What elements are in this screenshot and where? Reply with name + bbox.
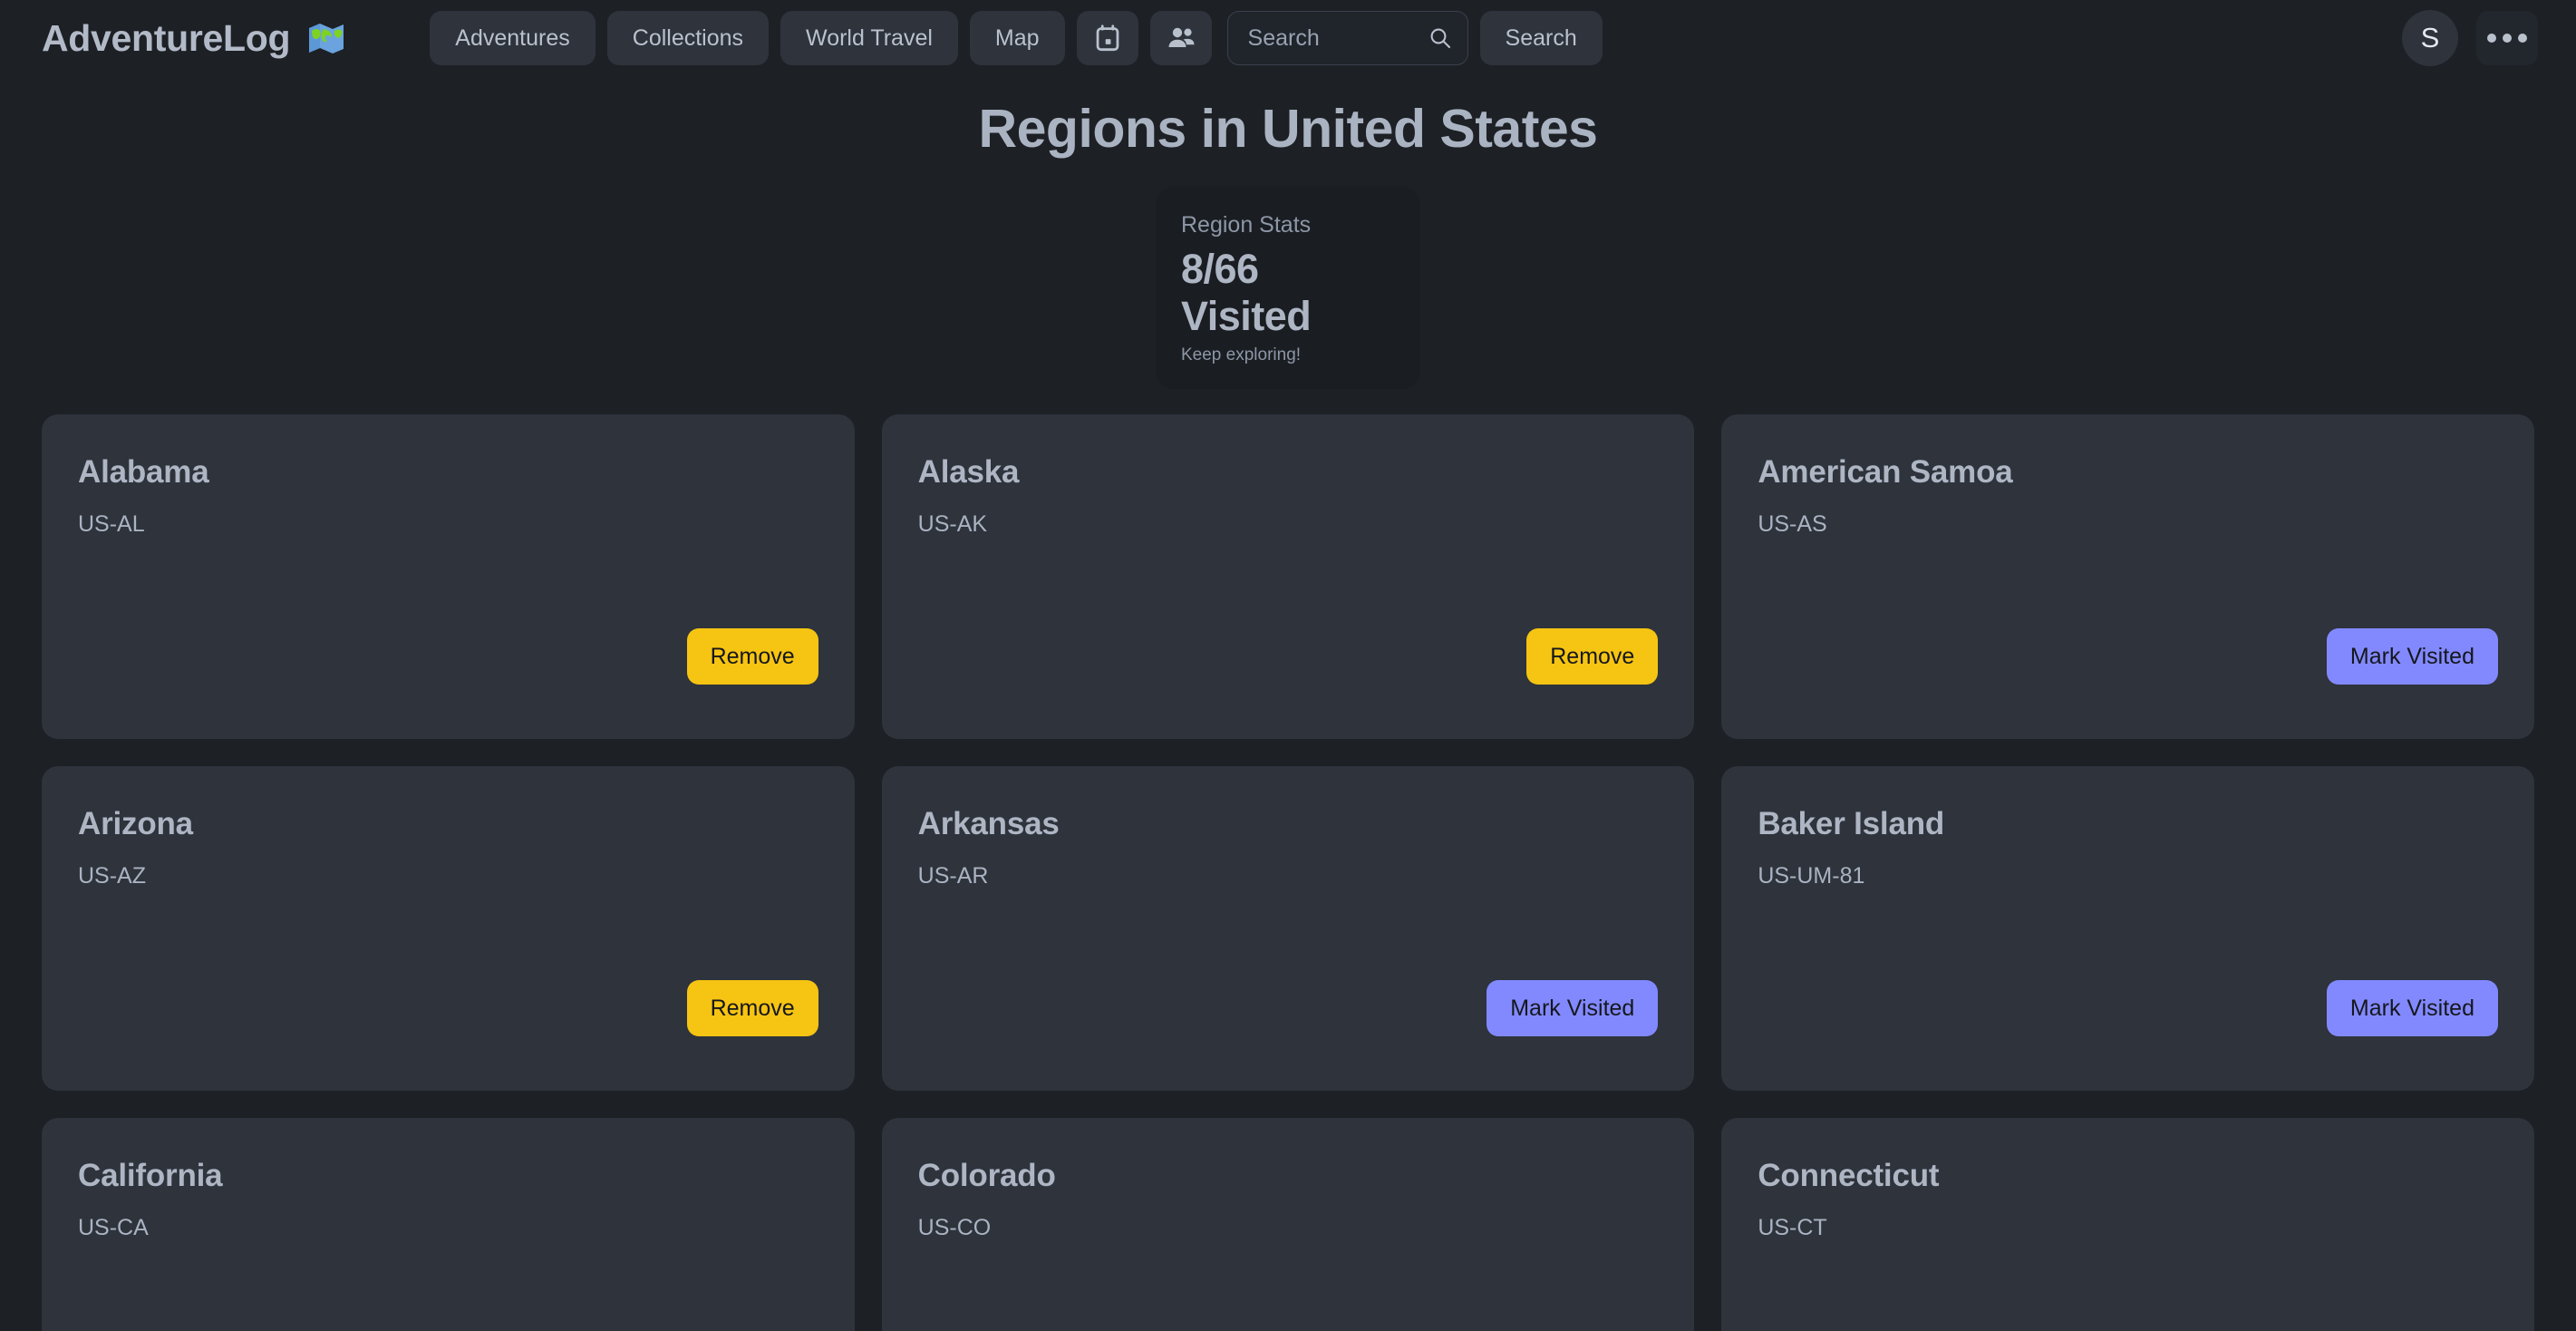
- brand-title: AdventureLog: [42, 16, 291, 59]
- ellipsis-icon-dot: [2487, 34, 2496, 43]
- ellipsis-icon-dot: [2503, 34, 2512, 43]
- region-action-wrap: Remove: [1526, 628, 1659, 685]
- remove-button[interactable]: Remove: [1526, 628, 1659, 685]
- nav-links: Adventures Collections World Travel Map: [430, 11, 1603, 65]
- region-stats-card: Region Stats 8/66 Visited Keep exploring…: [1156, 187, 1420, 389]
- search-input[interactable]: [1226, 11, 1468, 65]
- region-card[interactable]: Baker Island US-UM-81 Mark Visited: [1721, 766, 2534, 1091]
- users-button[interactable]: [1149, 11, 1212, 65]
- region-action-wrap: Mark Visited: [1487, 980, 1659, 1036]
- mark-visited-button[interactable]: Mark Visited: [1487, 980, 1659, 1036]
- brand[interactable]: AdventureLog: [42, 17, 346, 60]
- region-card[interactable]: Alabama US-AL Remove: [42, 414, 855, 739]
- nav-item-adventures[interactable]: Adventures: [430, 11, 596, 65]
- top-navbar: AdventureLog Adventures Collections Worl…: [0, 0, 2576, 76]
- calendar-button[interactable]: [1076, 11, 1138, 65]
- region-code: US-AS: [1758, 511, 1827, 537]
- region-code: US-AR: [917, 863, 989, 889]
- nav-item-map[interactable]: Map: [969, 11, 1065, 65]
- region-card[interactable]: American Samoa US-AS Mark Visited: [1721, 414, 2534, 739]
- calendar-icon: [1096, 24, 1119, 52]
- avatar[interactable]: S: [2402, 10, 2458, 66]
- region-code: US-AL: [78, 511, 145, 537]
- region-action-wrap: Remove: [686, 980, 818, 1036]
- region-name: Colorado: [917, 1158, 1056, 1193]
- more-menu-button[interactable]: [2476, 11, 2538, 65]
- stats-value: 8/66 Visited: [1181, 246, 1312, 339]
- map-emoji-icon: [309, 24, 344, 53]
- nav-item-collections[interactable]: Collections: [606, 11, 770, 65]
- region-name: American Samoa: [1758, 454, 2013, 490]
- stats-section: Region Stats 8/66 Visited Keep exploring…: [0, 187, 2576, 389]
- region-name: Alaska: [917, 454, 1020, 490]
- region-action-wrap: Mark Visited: [2326, 628, 2498, 685]
- region-name: California: [78, 1158, 223, 1193]
- mark-visited-button[interactable]: Mark Visited: [2326, 980, 2498, 1036]
- region-code: US-CA: [78, 1215, 149, 1240]
- remove-button[interactable]: Remove: [686, 980, 818, 1036]
- nav-right-group: S: [2402, 10, 2538, 66]
- nav-item-world-travel[interactable]: World Travel: [780, 11, 958, 65]
- ellipsis-icon-dot: [2518, 34, 2527, 43]
- search-button[interactable]: Search: [1479, 11, 1603, 65]
- region-action-wrap: Mark Visited: [2326, 980, 2498, 1036]
- remove-button[interactable]: Remove: [686, 628, 818, 685]
- region-card[interactable]: Alaska US-AK Remove: [881, 414, 1695, 739]
- region-name: Arkansas: [917, 806, 1060, 841]
- mark-visited-button[interactable]: Mark Visited: [2326, 628, 2498, 685]
- region-code: US-AK: [917, 511, 988, 537]
- region-card[interactable]: Arizona US-AZ Remove: [42, 766, 855, 1091]
- region-action-wrap: Remove: [686, 628, 818, 685]
- regions-grid: Alabama US-AL Remove Alaska US-AK Remove Ameri…: [42, 414, 2534, 1331]
- region-card[interactable]: Arkansas US-AR Mark Visited: [881, 766, 1695, 1091]
- search-field[interactable]: [1226, 11, 1468, 65]
- stats-label: Region Stats: [1181, 212, 1312, 238]
- region-code: US-AZ: [78, 863, 146, 889]
- region-code: US-CT: [1758, 1215, 1827, 1240]
- users-icon: [1168, 27, 1195, 47]
- region-name: Alabama: [78, 454, 209, 490]
- stats-subtitle: Keep exploring!: [1181, 345, 1302, 364]
- region-code: US-CO: [917, 1215, 992, 1240]
- region-name: Baker Island: [1758, 806, 1945, 841]
- region-code: US-UM-81: [1758, 863, 1865, 889]
- region-name: Connecticut: [1758, 1158, 1940, 1193]
- page-title: Regions in United States: [978, 99, 1598, 159]
- region-name: Arizona: [78, 806, 193, 841]
